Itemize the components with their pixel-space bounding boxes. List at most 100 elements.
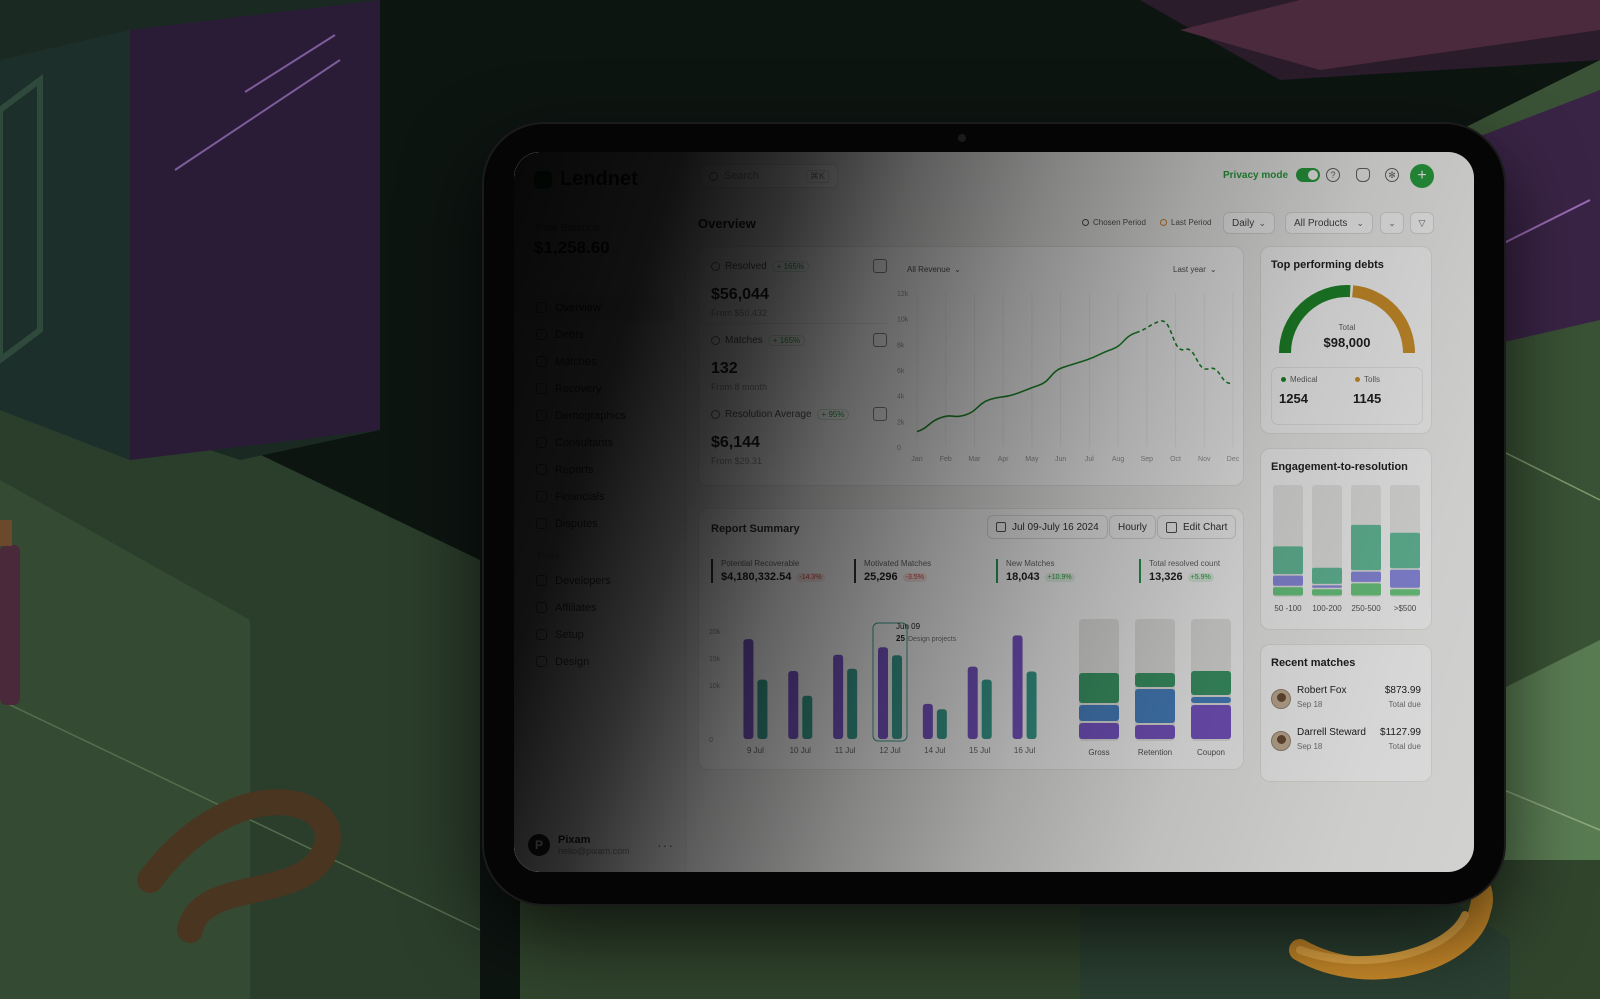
medical-dot-icon (1281, 377, 1286, 382)
sidebar-item-demographics[interactable]: Demographics (528, 402, 674, 429)
stacked-segment (1273, 546, 1303, 575)
x-tick-label: Nov (1198, 456, 1211, 463)
user-profile[interactable]: P Pixam hello@pixam.com ··· (528, 834, 674, 856)
brand-logo-icon (534, 170, 552, 189)
match-note: Total due (1388, 742, 1421, 751)
stacked-segment (1191, 705, 1231, 739)
range-select[interactable]: Last year ⌄ (1173, 265, 1217, 274)
x-tick-label: 100-200 (1312, 604, 1342, 613)
tooltip-label: Design projects (908, 636, 957, 643)
sidebar-item-setup[interactable]: Setup (528, 621, 674, 648)
bar (743, 639, 754, 739)
privacy-mode[interactable]: Privacy mode (1223, 168, 1321, 182)
x-tick-label: Retention (1138, 748, 1172, 757)
user-email: hello@pixam.com (558, 846, 630, 856)
expand-button[interactable]: ⌄ (1380, 212, 1404, 234)
balance-value: $1,258.60 (534, 238, 610, 257)
sidebar: Lendnet Total Balance $1,258.60 Overview… (514, 152, 686, 872)
legend-label: Tolls (1364, 375, 1381, 384)
range-select-value: Last year (1173, 265, 1206, 274)
kpi-action-icon[interactable] (873, 407, 887, 421)
brand[interactable]: Lendnet (534, 168, 638, 191)
kpi-sub: From 8 month (711, 382, 768, 392)
x-tick-label: Oct (1170, 456, 1181, 463)
users-icon (536, 410, 547, 421)
sidebar-item-debts[interactable]: Debts (528, 321, 674, 348)
revenue-select[interactable]: All Revenue ⌄ (907, 265, 961, 274)
sidebar-item-matches[interactable]: Matches (528, 348, 674, 375)
kpi-action-icon[interactable] (873, 333, 887, 347)
stacked-segment (1351, 524, 1381, 571)
sidebar-item-label: Financials (555, 490, 605, 503)
help-icon[interactable]: ? (1326, 168, 1340, 182)
y-tick-label: 6k (897, 368, 905, 375)
sidebar-item-design[interactable]: Design (528, 648, 674, 675)
medical-value: 1254 (1279, 391, 1308, 406)
chevron-down-icon: ⌄ (1209, 265, 1217, 274)
report-summary-card: Report Summary Jul 09-July 16 2024 Hourl… (698, 508, 1244, 770)
bell-icon[interactable] (1356, 168, 1370, 182)
filter-button[interactable]: ▽ (1410, 212, 1434, 234)
palette-icon (536, 656, 547, 667)
list-item[interactable]: Darrell Steward Sep 18 $1127.99 Total du… (1271, 727, 1421, 759)
stat-change-badge: -14.3% (796, 572, 825, 582)
products-select[interactable]: All Products ⌄ (1285, 212, 1373, 234)
edit-chart-button[interactable]: Edit Chart (1157, 515, 1237, 539)
sidebar-item-overview[interactable]: Overview (528, 294, 674, 321)
user-icon (536, 437, 547, 448)
kpi-value: $56,044 (711, 286, 769, 303)
match-amount: $873.99 (1384, 685, 1421, 696)
more-icon[interactable]: ··· (657, 837, 674, 853)
gear-icon[interactable]: ✻ (1385, 168, 1399, 182)
sidebar-item-affiliates[interactable]: Affiliates (528, 594, 674, 621)
legend-medical: Medical (1281, 375, 1318, 384)
code-icon (536, 575, 547, 586)
wallet-icon (536, 491, 547, 502)
chevron-down-icon: ⌄ (1388, 217, 1396, 228)
stat-change-badge: -3.5% (902, 572, 927, 582)
revenue-line-chart: 0 2k 4k 6k 8k 10k 12k Jan Feb Mar Apr May Jun Jul Aug S… (897, 291, 1240, 463)
plus-icon[interactable]: + (1410, 164, 1434, 188)
legend-label: Medical (1290, 375, 1318, 384)
stacked-segment (1079, 705, 1119, 721)
sidebar-item-consultants[interactable]: Consultants (528, 429, 674, 456)
flag-icon (536, 518, 547, 529)
search-input[interactable]: Search ⌘K (700, 164, 838, 188)
sidebar-item-reports[interactable]: Reports (528, 456, 674, 483)
x-tick-label: 10 Jul (790, 746, 812, 755)
legend-label: Last Period (1171, 218, 1212, 227)
revenue-select-value: All Revenue (907, 265, 951, 274)
sidebar-item-label: Setup (555, 628, 584, 641)
last-period-icon (1160, 219, 1167, 226)
sidebar-item-label: Overview (555, 301, 601, 314)
privacy-toggle[interactable] (1296, 168, 1321, 182)
interval-button[interactable]: Hourly (1109, 515, 1156, 539)
x-tick-label: 9 Jul (747, 746, 764, 755)
sidebar-item-disputes[interactable]: Disputes (528, 510, 674, 537)
chevron-down-icon: ⌄ (1258, 217, 1266, 228)
stacked-segment (1135, 673, 1175, 687)
kpi-action-icon[interactable] (873, 259, 887, 273)
x-tick-label: Coupon (1197, 748, 1225, 757)
sidebar-item-recovery[interactable]: Recovery (528, 375, 674, 402)
stacked-segment (1390, 589, 1420, 596)
list-item[interactable]: Robert Fox Sep 18 $873.99 Total due (1271, 685, 1421, 717)
sidebar-item-label: Affiliates (555, 601, 597, 614)
avatar: P (528, 834, 550, 856)
bar (967, 666, 978, 739)
engagement-title: Engagement-to-resolution (1271, 461, 1408, 473)
page-title: Overview (698, 216, 756, 231)
legend-chosen-period: Chosen Period (1082, 218, 1146, 227)
gauge-tolls-arc (1351, 285, 1415, 354)
sidebar-item-developers[interactable]: Developers (528, 567, 674, 594)
x-tick-label: Apr (998, 456, 1010, 463)
sidebar-item-label: Reports (555, 463, 594, 476)
sidebar-item-financials[interactable]: Financials (528, 483, 674, 510)
date-range-button[interactable]: Jul 09-July 16 2024 (987, 515, 1108, 539)
stacked-segment (1079, 673, 1119, 703)
bar (922, 703, 933, 739)
period-select[interactable]: Daily ⌄ (1223, 212, 1275, 234)
sidebar-item-label: Disputes (555, 517, 598, 530)
series-line (916, 332, 1137, 433)
x-tick-label: 14 Jul (924, 746, 946, 755)
